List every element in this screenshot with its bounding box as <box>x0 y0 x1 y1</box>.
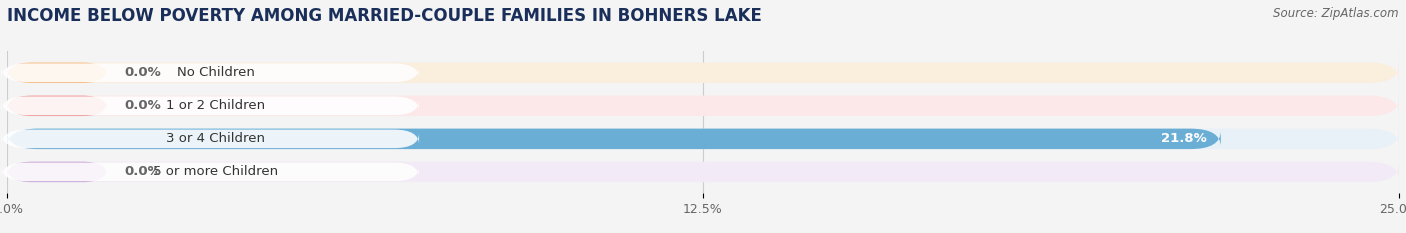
Text: 0.0%: 0.0% <box>124 99 160 112</box>
Text: 21.8%: 21.8% <box>1161 132 1206 145</box>
Text: 0.0%: 0.0% <box>124 165 160 178</box>
Text: 1 or 2 Children: 1 or 2 Children <box>166 99 266 112</box>
FancyBboxPatch shape <box>1 130 419 148</box>
FancyBboxPatch shape <box>1 96 419 115</box>
Text: No Children: No Children <box>177 66 254 79</box>
Text: Source: ZipAtlas.com: Source: ZipAtlas.com <box>1274 7 1399 20</box>
FancyBboxPatch shape <box>7 96 107 116</box>
Text: 3 or 4 Children: 3 or 4 Children <box>166 132 266 145</box>
FancyBboxPatch shape <box>7 162 107 182</box>
Text: 5 or more Children: 5 or more Children <box>153 165 278 178</box>
FancyBboxPatch shape <box>1 63 419 82</box>
FancyBboxPatch shape <box>7 129 1220 149</box>
FancyBboxPatch shape <box>7 96 1399 116</box>
Text: INCOME BELOW POVERTY AMONG MARRIED-COUPLE FAMILIES IN BOHNERS LAKE: INCOME BELOW POVERTY AMONG MARRIED-COUPL… <box>7 7 762 25</box>
FancyBboxPatch shape <box>7 62 107 83</box>
FancyBboxPatch shape <box>1 163 419 181</box>
FancyBboxPatch shape <box>7 62 1399 83</box>
Text: 0.0%: 0.0% <box>124 66 160 79</box>
FancyBboxPatch shape <box>7 129 1399 149</box>
FancyBboxPatch shape <box>7 162 1399 182</box>
